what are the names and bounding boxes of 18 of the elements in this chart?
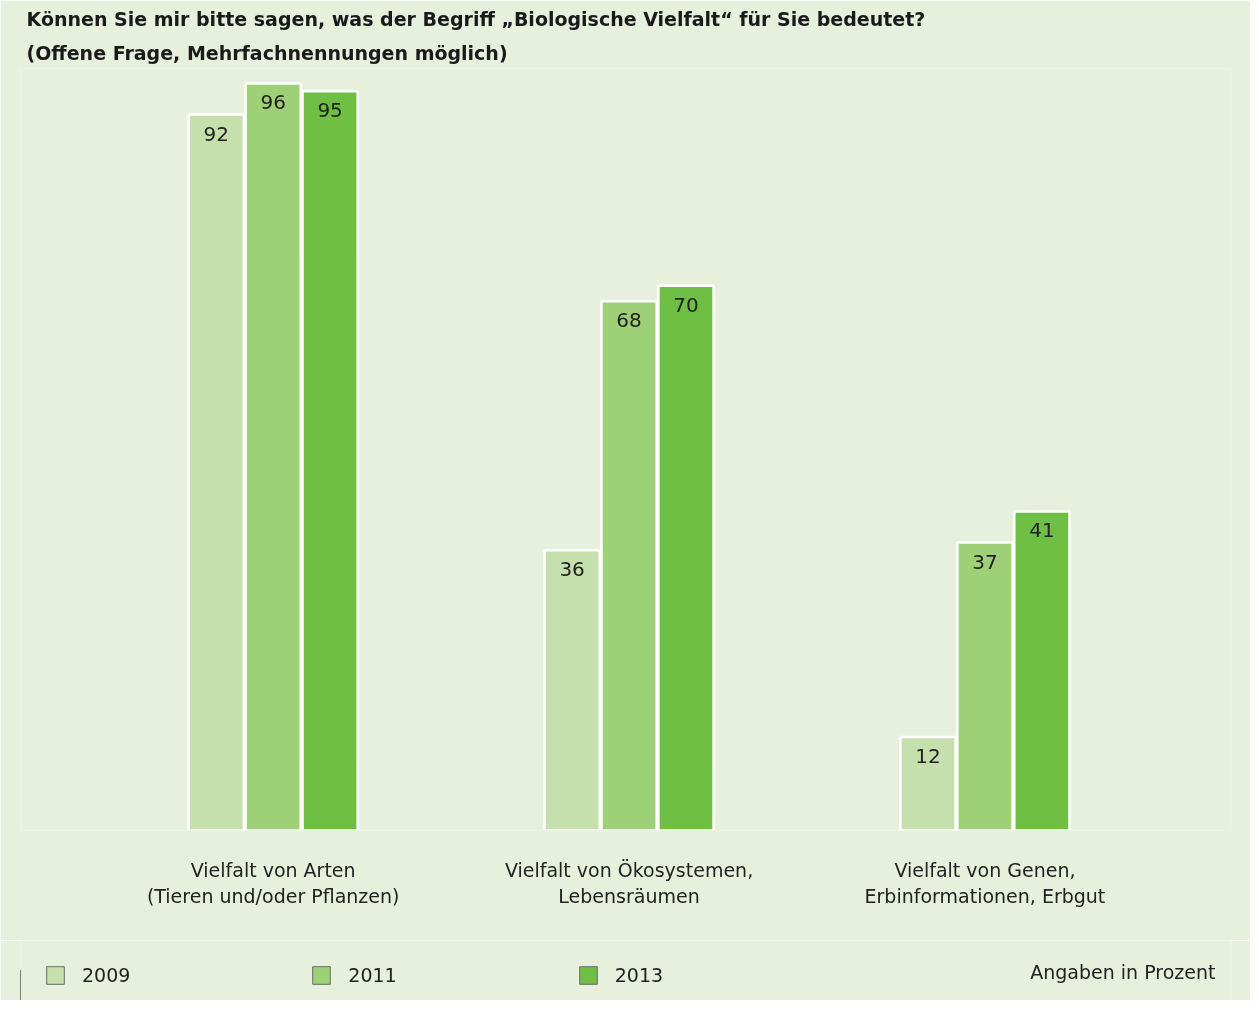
legend-label: 2013 — [614, 964, 664, 986]
data-label: 68 — [616, 308, 642, 333]
chart-subtitle: (Offene Frage, Mehrfachnennungen möglich) — [26, 41, 508, 64]
data-label: 96 — [260, 90, 286, 115]
data-label: 41 — [1029, 518, 1055, 543]
legend-label: 2011 — [348, 964, 397, 986]
legend-label: 2009 — [82, 964, 131, 986]
data-label: 12 — [915, 744, 941, 769]
x-tick-label: Vielfalt von Genen, Erbinformationen, Erbgut — [864, 858, 1106, 907]
x-tick-label: Vielfalt von Arten (Tieren und/oder Pflanzen) — [146, 858, 400, 907]
x-tick-label: Vielfalt von Ökosystemen, Lebensräumen — [504, 858, 754, 907]
data-label: 92 — [203, 121, 229, 146]
chart-title: Können Sie mir bitte sagen, was der Begriff „Biologische Vielfalt“ für Sie bedeutet? — [26, 7, 926, 30]
data-label: 37 — [972, 549, 998, 574]
data-label: 70 — [673, 292, 699, 317]
data-label: 36 — [559, 557, 585, 582]
text: Angaben in Prozent — [1030, 960, 1216, 983]
data-label: 95 — [317, 98, 343, 123]
